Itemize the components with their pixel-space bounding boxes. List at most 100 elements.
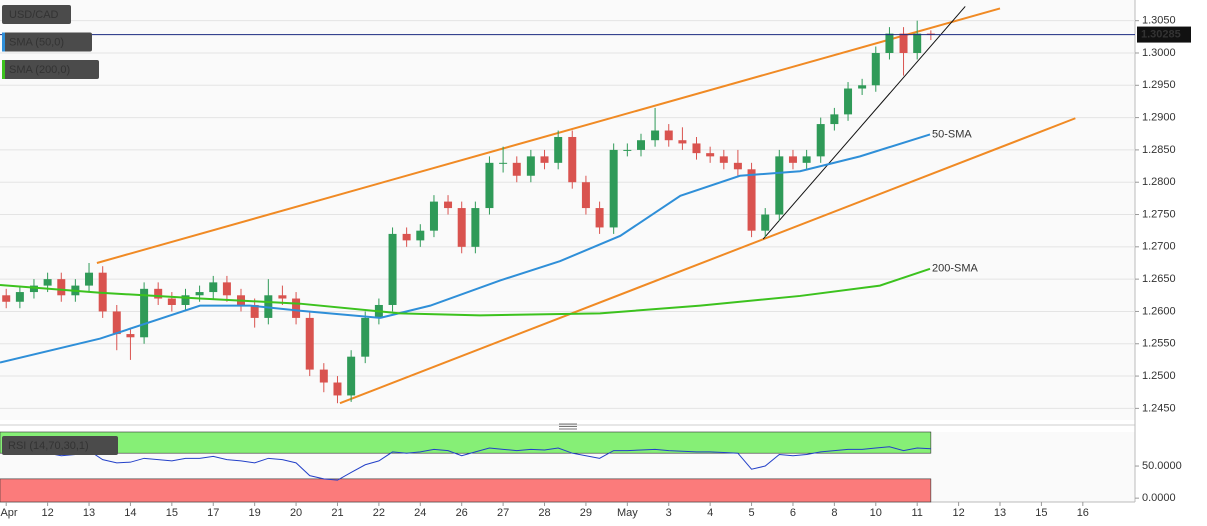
candle-body [830, 114, 839, 125]
series-label: 200-SMA [932, 263, 979, 275]
candle-body [885, 33, 894, 53]
candle-body [319, 369, 328, 383]
candle-body [581, 182, 590, 209]
candle-body [347, 356, 356, 396]
y-tick-label: 1.2450 [1142, 402, 1176, 414]
candle-body [85, 272, 94, 286]
candle-body [444, 201, 453, 209]
candle-body [57, 279, 66, 296]
candle-body [402, 233, 411, 241]
candle-body [609, 149, 618, 228]
candle-body [623, 149, 632, 151]
candle-body [788, 156, 797, 163]
candle-body [126, 334, 135, 338]
x-tick-label: 24 [414, 507, 426, 519]
legend-label: SMA (50,0) [9, 36, 64, 48]
candle-body [651, 130, 660, 141]
x-tick-label: 16 [1077, 507, 1089, 519]
panel-layer: 0.0000 50.0000 Apr 12 13 14 15 17 19 20 21 22 24 26 27… [0, 431, 1182, 519]
x-tick-label: 20 [290, 507, 302, 519]
candle-body [181, 295, 190, 305]
y-tick-label: 1.2900 [1142, 112, 1176, 124]
x-tick-label: 6 [790, 507, 796, 519]
x-tick-label: 14 [124, 507, 136, 519]
candle-body [416, 230, 425, 241]
x-tick-label: 17 [207, 507, 219, 519]
x-tick-label: 26 [456, 507, 468, 519]
candle-body [871, 52, 880, 86]
x-tick-label: 15 [1035, 507, 1047, 519]
indicator-title-box [2, 436, 118, 455]
series-label: 50-SMA [932, 128, 972, 140]
x-tick-label: 13 [83, 507, 95, 519]
x-tick-label: Apr [0, 507, 17, 519]
panel-layer: 1.2450 1.2500 1.2550 1.2600 1.2650 1.2700 1.27… [0, 5, 1191, 414]
candle-body [664, 130, 673, 141]
x-tick-label: 29 [580, 507, 592, 519]
candle-body [499, 162, 508, 164]
line-series [6, 446, 931, 481]
candle-body [568, 136, 577, 183]
candle-body [899, 33, 908, 53]
trend-line [96, 7, 1001, 264]
last-price-label: 1.30285 [1141, 28, 1181, 40]
line-series [0, 267, 931, 317]
x-tick-label: 12 [41, 507, 53, 519]
candle-body [333, 382, 342, 396]
x-tick-label: 21 [331, 507, 343, 519]
legend-label: SMA (200,0) [9, 64, 70, 76]
candle-body [457, 208, 466, 247]
candle-body [140, 288, 149, 338]
last-price-box [1137, 26, 1191, 43]
line-series [0, 133, 931, 364]
candle-body [2, 295, 11, 302]
resize-grip [559, 423, 577, 430]
candle-body [305, 317, 314, 370]
candle-body [222, 282, 231, 296]
candle-body [802, 156, 811, 163]
x-tick-label: 12 [952, 507, 964, 519]
candle-body [595, 208, 604, 228]
x-tick-label: 4 [707, 507, 713, 519]
candle-body [471, 208, 480, 247]
y-tick-label: 1.2800 [1142, 176, 1176, 188]
candle-body [250, 304, 259, 318]
y-tick-label: 50.0000 [1142, 460, 1182, 472]
candle-body [526, 156, 535, 176]
candle-body [485, 162, 494, 209]
x-tick-label: 8 [831, 507, 837, 519]
candle-body [733, 162, 742, 170]
candle-body [512, 162, 521, 176]
x-tick-label: 11 [911, 507, 922, 519]
candle-body [43, 279, 52, 286]
candle-body [29, 285, 38, 293]
legend-box [2, 32, 92, 52]
candle-body [858, 85, 867, 89]
y-tick-label: 1.2750 [1142, 208, 1176, 220]
overbought-band [0, 431, 932, 454]
candle-body [678, 140, 687, 144]
y-tick-label: 1.2950 [1142, 79, 1176, 91]
candle-body [361, 317, 370, 357]
y-tick-label: 0.0000 [1142, 492, 1176, 504]
y-tick-label: 1.2500 [1142, 370, 1176, 382]
price-panel [0, 0, 1135, 420]
x-tick-label: 28 [538, 507, 550, 519]
y-tick-label: 1.2550 [1142, 338, 1176, 350]
legend-swatch [2, 32, 5, 52]
x-tick-label: 22 [373, 507, 385, 519]
candle-body [292, 298, 301, 318]
candle-body [692, 143, 701, 154]
candle-body [209, 282, 218, 293]
candle-body [913, 33, 922, 53]
candle-body [775, 156, 784, 215]
candle-body [278, 295, 287, 299]
x-tick-label: 3 [666, 507, 672, 519]
x-tick-label: 5 [748, 507, 754, 519]
y-tick-label: 1.2700 [1142, 241, 1176, 253]
candle-body [719, 156, 728, 163]
trend-line [762, 6, 966, 240]
y-tick-label: 1.2650 [1142, 273, 1176, 285]
